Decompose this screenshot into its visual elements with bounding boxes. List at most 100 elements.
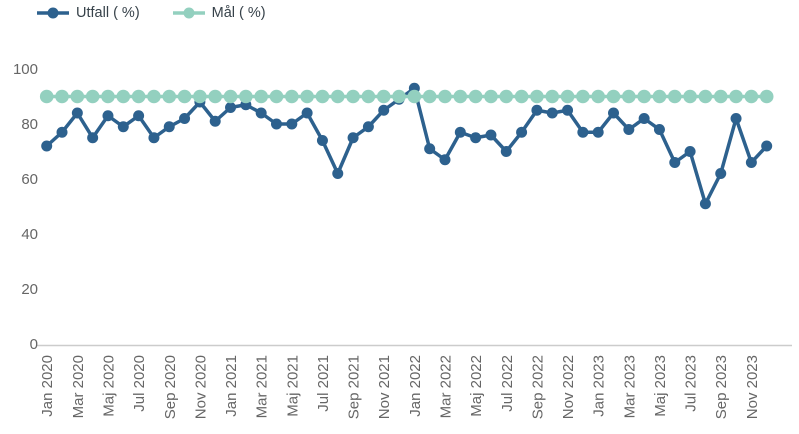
data-point-mal[interactable] [254, 89, 268, 104]
data-point-mal[interactable] [116, 89, 131, 104]
data-point-utfall[interactable] [209, 115, 221, 127]
data-point-utfall[interactable] [745, 157, 757, 168]
data-point-utfall[interactable] [87, 132, 99, 144]
data-point-mal[interactable] [576, 89, 590, 104]
data-point-utfall[interactable] [286, 118, 298, 130]
data-point-mal[interactable] [177, 89, 192, 104]
data-point-utfall[interactable] [531, 104, 543, 116]
x-tick-label: Jul 2023 [683, 355, 700, 412]
data-point-utfall[interactable] [148, 132, 160, 144]
data-point-mal[interactable] [239, 89, 253, 104]
data-point-utfall[interactable] [562, 104, 574, 116]
data-point-mal[interactable] [744, 89, 759, 104]
data-point-mal[interactable] [85, 89, 100, 104]
data-point-mal[interactable] [729, 89, 743, 104]
data-point-utfall[interactable] [424, 143, 436, 155]
data-point-mal[interactable] [55, 89, 69, 104]
data-point-utfall[interactable] [546, 107, 558, 119]
data-point-utfall[interactable] [117, 121, 129, 133]
data-point-mal[interactable] [560, 89, 575, 104]
data-point-mal[interactable] [193, 89, 207, 104]
data-point-utfall[interactable] [470, 132, 482, 144]
data-point-mal[interactable] [39, 89, 54, 104]
data-point-mal[interactable] [223, 89, 238, 104]
data-point-mal[interactable] [622, 89, 636, 104]
data-point-mal[interactable] [147, 89, 161, 104]
data-point-utfall[interactable] [225, 102, 237, 113]
data-point-mal[interactable] [300, 89, 314, 104]
y-tick-label: 40 [21, 226, 38, 243]
data-point-mal[interactable] [407, 89, 422, 104]
data-point-utfall[interactable] [485, 129, 497, 141]
data-point-utfall[interactable] [638, 113, 650, 124]
data-point-mal[interactable] [131, 89, 146, 104]
data-point-utfall[interactable] [608, 107, 620, 119]
data-point-mal[interactable] [330, 89, 345, 104]
data-point-utfall[interactable] [439, 154, 451, 166]
data-point-utfall[interactable] [347, 132, 359, 144]
data-point-mal[interactable] [667, 89, 682, 104]
data-point-mal[interactable] [591, 89, 605, 104]
data-point-utfall[interactable] [761, 140, 773, 152]
data-point-utfall[interactable] [500, 146, 512, 157]
data-point-utfall[interactable] [179, 113, 191, 124]
data-point-mal[interactable] [438, 89, 452, 104]
data-point-utfall[interactable] [454, 126, 466, 138]
data-point-mal[interactable] [346, 89, 360, 104]
data-point-utfall[interactable] [730, 113, 742, 124]
data-point-utfall[interactable] [592, 126, 604, 138]
data-point-mal[interactable] [70, 89, 85, 104]
data-point-mal[interactable] [545, 89, 560, 104]
data-point-utfall[interactable] [332, 168, 344, 179]
data-point-utfall[interactable] [102, 110, 114, 122]
data-point-mal[interactable] [468, 89, 483, 104]
data-point-utfall[interactable] [362, 121, 374, 133]
data-point-utfall[interactable] [653, 124, 665, 135]
legend-item-mal[interactable]: Mål ( %) [172, 5, 266, 21]
data-point-mal[interactable] [361, 89, 376, 104]
data-point-utfall[interactable] [684, 146, 696, 157]
data-point-mal[interactable] [376, 89, 391, 104]
y-tick-label: 100 [13, 61, 38, 78]
data-point-mal[interactable] [713, 89, 728, 104]
data-point-mal[interactable] [453, 89, 468, 104]
data-point-mal[interactable] [208, 89, 223, 104]
data-point-utfall[interactable] [316, 135, 328, 146]
data-point-mal[interactable] [101, 89, 115, 104]
data-point-mal[interactable] [637, 89, 651, 104]
data-point-mal[interactable] [269, 89, 284, 104]
data-point-utfall[interactable] [163, 121, 175, 133]
data-point-utfall[interactable] [133, 110, 145, 122]
data-point-mal[interactable] [514, 89, 529, 104]
data-point-utfall[interactable] [669, 157, 681, 168]
data-point-mal[interactable] [698, 89, 713, 104]
data-point-utfall[interactable] [255, 107, 267, 119]
data-point-utfall[interactable] [516, 126, 528, 138]
data-point-mal[interactable] [652, 89, 667, 104]
x-tick-label: Sep 2022 [529, 355, 546, 419]
data-point-utfall[interactable] [301, 107, 313, 119]
data-point-utfall[interactable] [577, 126, 589, 138]
legend-item-utfall[interactable]: Utfall ( %) [36, 5, 140, 21]
data-point-mal[interactable] [484, 89, 498, 104]
data-point-mal[interactable] [606, 89, 621, 104]
data-point-utfall[interactable] [56, 126, 68, 138]
data-point-mal[interactable] [392, 89, 406, 104]
data-point-mal[interactable] [683, 89, 697, 104]
data-point-mal[interactable] [162, 89, 177, 104]
data-point-utfall[interactable] [378, 104, 390, 116]
data-point-utfall[interactable] [270, 118, 282, 130]
data-point-mal[interactable] [759, 89, 774, 104]
data-point-utfall[interactable] [699, 198, 711, 210]
data-point-mal[interactable] [315, 89, 330, 104]
data-point-utfall[interactable] [71, 107, 83, 119]
data-point-utfall[interactable] [41, 140, 53, 152]
data-point-mal[interactable] [530, 89, 544, 104]
data-point-utfall[interactable] [623, 124, 635, 135]
y-tick-label: 60 [21, 171, 38, 188]
data-point-mal[interactable] [422, 89, 437, 104]
data-point-mal[interactable] [285, 89, 299, 104]
data-point-mal[interactable] [499, 89, 514, 104]
data-point-utfall[interactable] [715, 168, 727, 179]
